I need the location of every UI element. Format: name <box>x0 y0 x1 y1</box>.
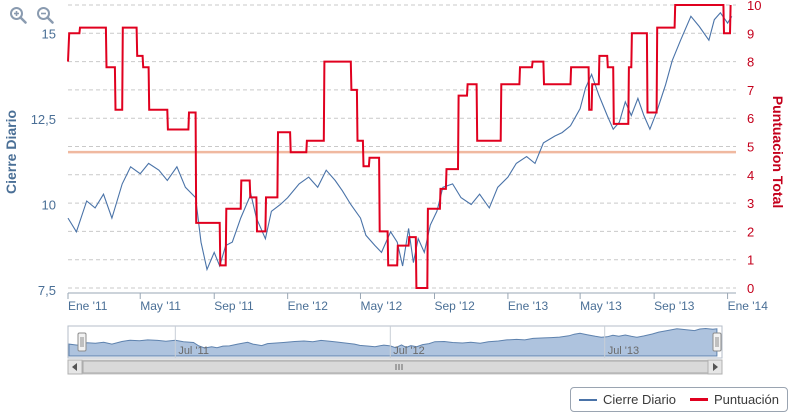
y2-axis-ticks: 0 1 2 3 4 5 6 7 8 9 10 <box>747 0 761 296</box>
y2-tick-label: 9 <box>747 26 754 41</box>
y-tick-label: 15 <box>42 26 56 41</box>
zoom-in-icon[interactable] <box>9 6 27 24</box>
y2-tick-label: 1 <box>747 253 754 268</box>
y2-tick-label: 6 <box>747 111 754 126</box>
scroll-grip-icon <box>395 364 403 370</box>
y-tick-label: 7,5 <box>38 283 56 298</box>
y2-tick-label: 7 <box>747 83 754 98</box>
navigator-label: Jul '11 <box>178 345 209 357</box>
x-tick-label: Sep '13 <box>654 299 695 313</box>
x-tick-label: Ene '14 <box>728 299 769 313</box>
y2-tick-label: 8 <box>747 55 754 70</box>
x-tick-label: Ene '12 <box>288 299 329 313</box>
navigator-label: Jul '12 <box>393 345 424 357</box>
legend-label-puntuacion: Puntuación <box>713 392 780 407</box>
x-tick-label: May '12 <box>360 299 402 313</box>
navigator-grid <box>174 326 606 358</box>
x-tick-label: Sep '11 <box>214 299 254 313</box>
series-puntuacion-line <box>67 4 732 289</box>
grid-lines <box>68 4 736 289</box>
arrow-left-icon <box>72 363 77 371</box>
legend-item-cierre-diario[interactable]: Cierre Diario <box>579 392 676 407</box>
x-tick-label: Ene '13 <box>508 299 549 313</box>
y2-tick-label: 10 <box>747 0 761 13</box>
legend-item-puntuacion[interactable]: Puntuación <box>689 392 780 407</box>
zoom-out-icon[interactable] <box>36 6 54 24</box>
navigator-label: Jul '13 <box>608 345 639 357</box>
y-axis-title: Cierre Diario <box>3 110 19 194</box>
legend-swatch-cierre <box>579 398 597 401</box>
x-tick-label: May '13 <box>580 299 622 313</box>
y2-tick-label: 0 <box>747 281 754 296</box>
scrollbar[interactable] <box>67 359 723 375</box>
y2-tick-label: 3 <box>747 196 754 211</box>
x-tick-label: Sep '12 <box>434 299 475 313</box>
y2-tick-label: 5 <box>747 140 754 155</box>
y2-tick-label: 2 <box>747 224 754 239</box>
y-axis-ticks: 7,5 10 12,5 15 <box>31 26 56 298</box>
legend: Cierre Diario Puntuación <box>570 387 788 412</box>
navigator-area <box>68 327 718 357</box>
y2-tick-label: 4 <box>747 168 754 183</box>
x-axis-ticks: Ene '11 May '11 Sep '11 Ene '12 May '12 Sep '… <box>67 292 769 313</box>
navigator-labels: Jul '11 Jul '12 Jul '13 <box>178 345 639 357</box>
y-tick-label: 10 <box>42 197 56 212</box>
legend-label-cierre: Cierre Diario <box>603 392 676 407</box>
legend-swatch-puntuacion <box>689 398 708 401</box>
arrow-right-icon <box>713 363 718 371</box>
navigator[interactable]: Jul '11 Jul '12 Jul '13 <box>67 325 723 359</box>
x-tick-label: May '11 <box>140 299 181 313</box>
navigator-handle-right[interactable] <box>712 332 722 352</box>
x-tick-label: Ene '11 <box>68 299 108 313</box>
y2-axis-title: Puntuacion Total <box>770 96 786 209</box>
navigator-handle-left[interactable] <box>77 332 87 352</box>
y-tick-label: 12,5 <box>31 112 56 127</box>
